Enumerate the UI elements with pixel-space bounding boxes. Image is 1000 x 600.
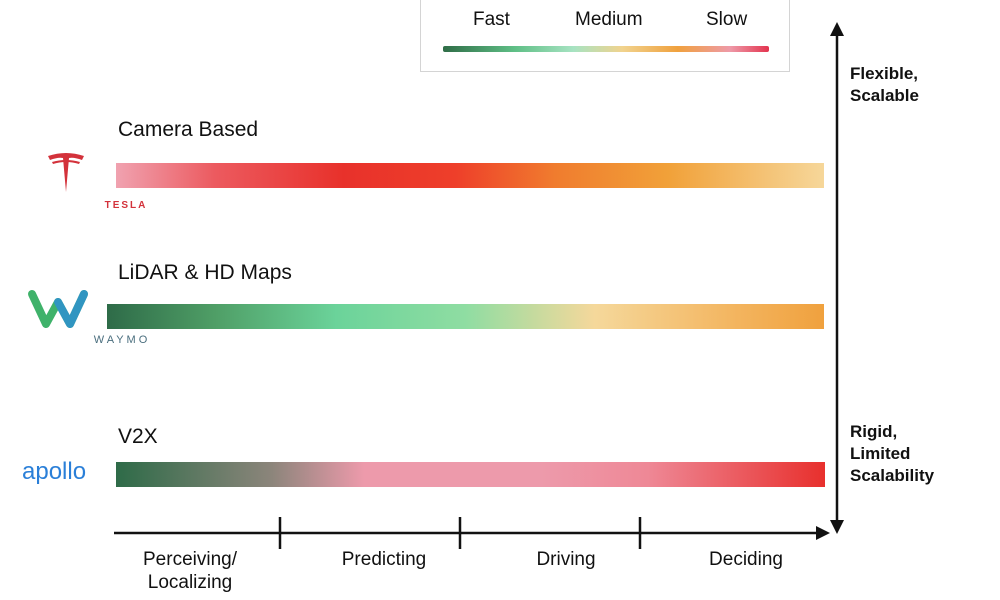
stage-perceiving-localizing: Perceiving/ Localizing (143, 549, 237, 593)
legend-slow-label: Slow (706, 9, 748, 30)
v2x-speed-bar (116, 462, 825, 487)
lidar-speed-bar (107, 304, 824, 329)
stage-axis-arrow (114, 517, 830, 549)
tesla-logo: TESLA (36, 148, 145, 218)
flexible-scalable-label: Flexible, Scalable (850, 64, 919, 105)
stage-predicting: Predicting (341, 549, 427, 570)
v2x-title: V2X (118, 425, 158, 448)
legend-gradient-bar (443, 46, 769, 52)
tesla-wordmark: TESLA (104, 200, 148, 211)
camera-based-title: Camera Based (118, 118, 259, 141)
camera-based-speed-bar (116, 163, 824, 188)
waymo-wordmark: WAYMO (93, 334, 151, 346)
speed-legend: Fast Medium Slow (420, 0, 790, 72)
apollo-logo: apollo (22, 458, 96, 492)
scalability-axis-arrow (830, 22, 844, 534)
rigid-limited-label: Rigid, Limited Scalability (850, 422, 935, 485)
tesla-t-icon (48, 153, 84, 192)
legend-fast-label: Fast (473, 9, 510, 30)
apollo-wordmark: apollo (22, 458, 87, 485)
lidar-hd-maps-title: LiDAR & HD Maps (118, 261, 292, 284)
waymo-w-icon (28, 290, 88, 328)
stage-deciding: Deciding (709, 549, 783, 570)
waymo-logo: WAYMO (26, 286, 147, 348)
legend-medium-label: Medium (575, 9, 643, 30)
stage-driving: Driving (536, 549, 596, 570)
